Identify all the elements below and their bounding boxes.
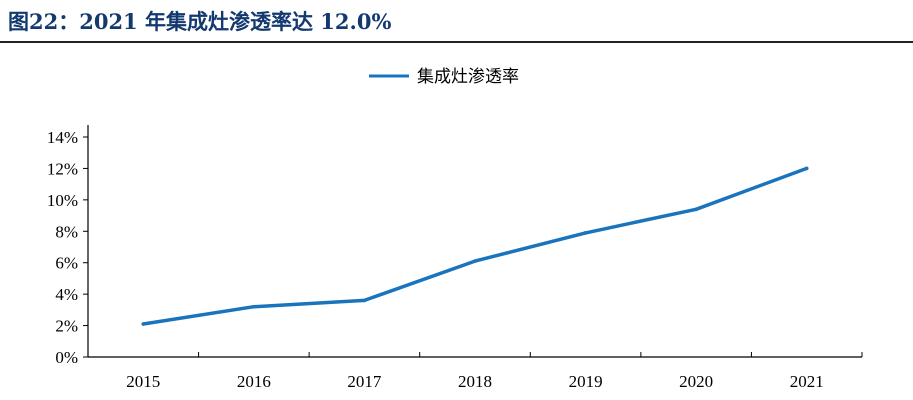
x-tick-label: 2021 — [790, 372, 824, 391]
data-point — [252, 304, 256, 309]
data-point — [362, 298, 367, 303]
legend-label: 集成灶渗透率 — [417, 67, 519, 86]
x-tick-label: 2019 — [569, 372, 603, 391]
series-line — [141, 166, 809, 326]
data-point — [583, 231, 588, 235]
y-tick-label: 8% — [55, 222, 78, 241]
figure-title: 图22：2021 年集成灶渗透率达 12.0% — [8, 9, 392, 34]
y-ticks: 0% 2% 4% 6% 8% 10% 12% 14% — [47, 128, 88, 367]
y-tick-label: 6% — [55, 254, 78, 273]
y-tick-label: 4% — [55, 285, 78, 304]
data-point — [141, 322, 146, 326]
series-group — [141, 166, 809, 326]
x-ticks: 2015 2016 2017 2018 2019 2020 2021 — [126, 352, 863, 391]
y-tick-label: 14% — [47, 128, 78, 147]
y-tick-label: 12% — [47, 159, 78, 178]
title-divider — [0, 41, 913, 43]
y-tick-label: 2% — [55, 317, 78, 336]
x-tick-label: 2020 — [679, 372, 713, 391]
y-tick-label: 10% — [47, 191, 78, 210]
chart-legend: 集成灶渗透率 — [369, 67, 519, 86]
x-tick-label: 2018 — [458, 372, 492, 391]
data-point — [694, 207, 698, 212]
data-point — [804, 166, 809, 171]
data-point — [473, 259, 477, 263]
x-tick-label: 2016 — [237, 372, 271, 391]
y-tick-label: 0% — [55, 348, 78, 367]
x-tick-label: 2017 — [347, 372, 382, 391]
x-tick-label: 2015 — [126, 372, 160, 391]
